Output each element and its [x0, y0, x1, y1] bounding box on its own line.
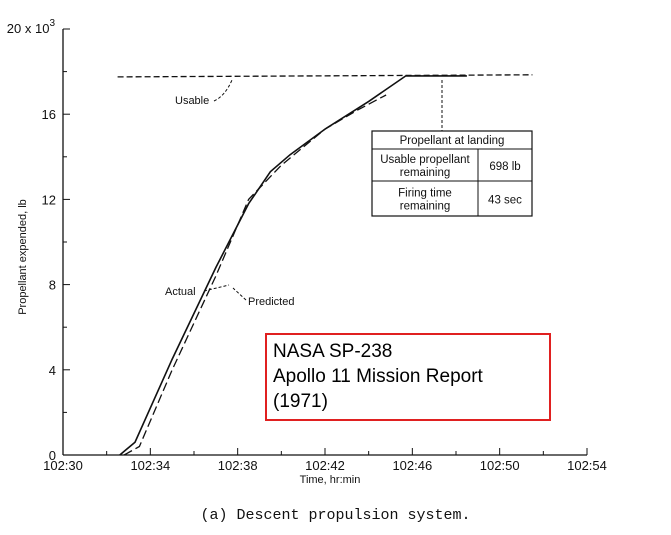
- table-title: Propellant at landing: [400, 135, 505, 147]
- table-row-label: remaining: [400, 201, 451, 213]
- source-note: NASA SP-238 Apollo 11 Mission Report (19…: [265, 333, 551, 421]
- actual-label: Actual: [165, 286, 196, 298]
- series-usable-line: [117, 74, 533, 78]
- table-row-value: 698 lb: [489, 161, 520, 173]
- table-row-label: remaining: [400, 167, 451, 179]
- predicted-leader: [232, 287, 247, 301]
- series-predicted-line: [123, 94, 387, 456]
- y-axis-title: Propellant expended, lb: [17, 199, 29, 315]
- table-row-label: Firing time: [398, 188, 452, 200]
- source-line-1: NASA SP-238: [273, 341, 393, 362]
- x-tick-label: 102:46: [392, 458, 432, 473]
- y-tick-label: 4: [49, 363, 56, 378]
- actual-leader: [203, 284, 230, 292]
- landing-table: [371, 130, 533, 217]
- x-tick-label: 102:38: [218, 458, 258, 473]
- y-tick-label: 0: [49, 448, 56, 463]
- y-tick-label: 8: [49, 278, 56, 293]
- figure-caption: (a) Descent propulsion system.: [200, 507, 471, 524]
- predicted-label: Predicted: [248, 296, 294, 308]
- y-tick-label: 16: [42, 107, 56, 122]
- x-tick-label: 102:42: [305, 458, 345, 473]
- x-tick-label: 102:54: [567, 458, 607, 473]
- x-tick-label: 102:30: [43, 458, 83, 473]
- usable-leader: [213, 79, 233, 102]
- x-axis-title: Time, hr:min: [300, 474, 361, 486]
- y-tick-label: 12: [42, 192, 56, 207]
- table-row-value: 43 sec: [488, 195, 522, 207]
- x-tick-label: 102:50: [480, 458, 520, 473]
- table-row-label: Usable propellant: [380, 154, 470, 166]
- y-multiplier-label: 20 x 103: [7, 18, 56, 36]
- source-line-3: (1971): [273, 391, 328, 412]
- y-multiplier-exponent: 3: [49, 18, 55, 29]
- source-line-2: Apollo 11 Mission Report: [273, 366, 483, 387]
- x-tick-label: 102:34: [130, 458, 170, 473]
- usable-label: Usable: [175, 95, 209, 107]
